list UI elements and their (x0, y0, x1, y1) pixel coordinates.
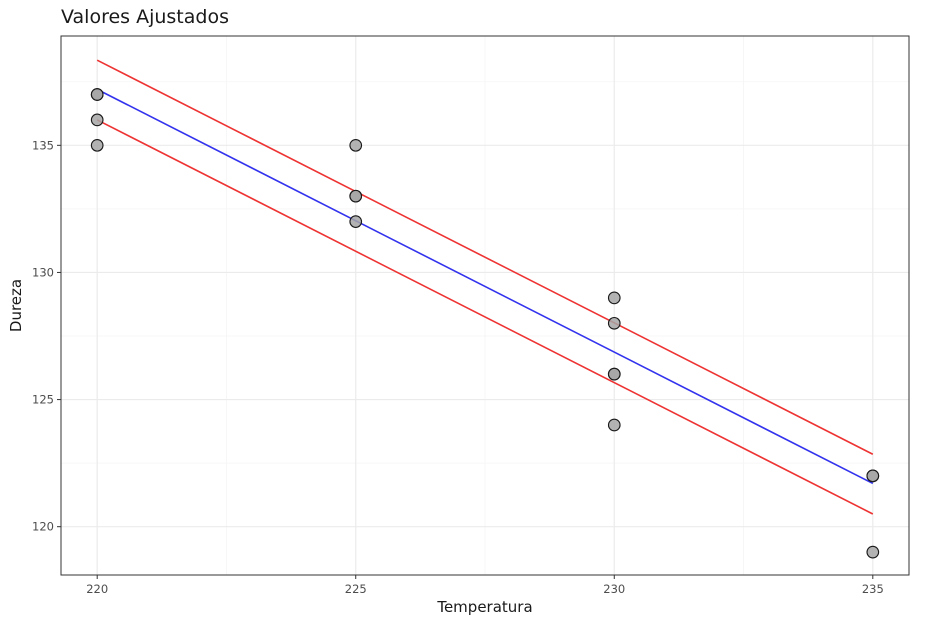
x-tick-label: 225 (345, 582, 367, 596)
y-tick-label: 125 (32, 393, 54, 407)
y-tick-label: 135 (32, 138, 54, 152)
data-point (349, 215, 363, 228)
x-tick-label: 235 (862, 582, 884, 596)
data-point (607, 367, 621, 381)
data-point (607, 418, 621, 432)
data-points (90, 88, 880, 559)
x-tick-label: 230 (603, 582, 625, 596)
data-point (349, 189, 363, 203)
data-point (607, 316, 621, 330)
data-point (349, 138, 363, 152)
data-point (866, 469, 880, 483)
fit-lines (96, 59, 874, 515)
grid (61, 36, 909, 575)
line-upper (96, 59, 874, 455)
y-tick-label: 130 (32, 265, 54, 279)
x-axis-title: Temperatura (436, 598, 532, 616)
line-lower (96, 119, 874, 515)
data-point (90, 113, 104, 127)
y-tick-label: 120 (32, 520, 54, 534)
chart-title: Valores Ajustados (61, 6, 229, 28)
data-point (90, 88, 104, 101)
data-point (866, 545, 880, 559)
y-axis-title: Dureza (7, 279, 25, 332)
data-point (90, 138, 104, 152)
x-tick-label: 220 (86, 582, 108, 596)
x-axis: 220 225 230 235 (86, 575, 884, 596)
panel-border (60, 35, 910, 576)
y-axis: 120 125 130 135 (32, 138, 61, 534)
line-fit (96, 88, 874, 485)
data-point (607, 291, 621, 305)
